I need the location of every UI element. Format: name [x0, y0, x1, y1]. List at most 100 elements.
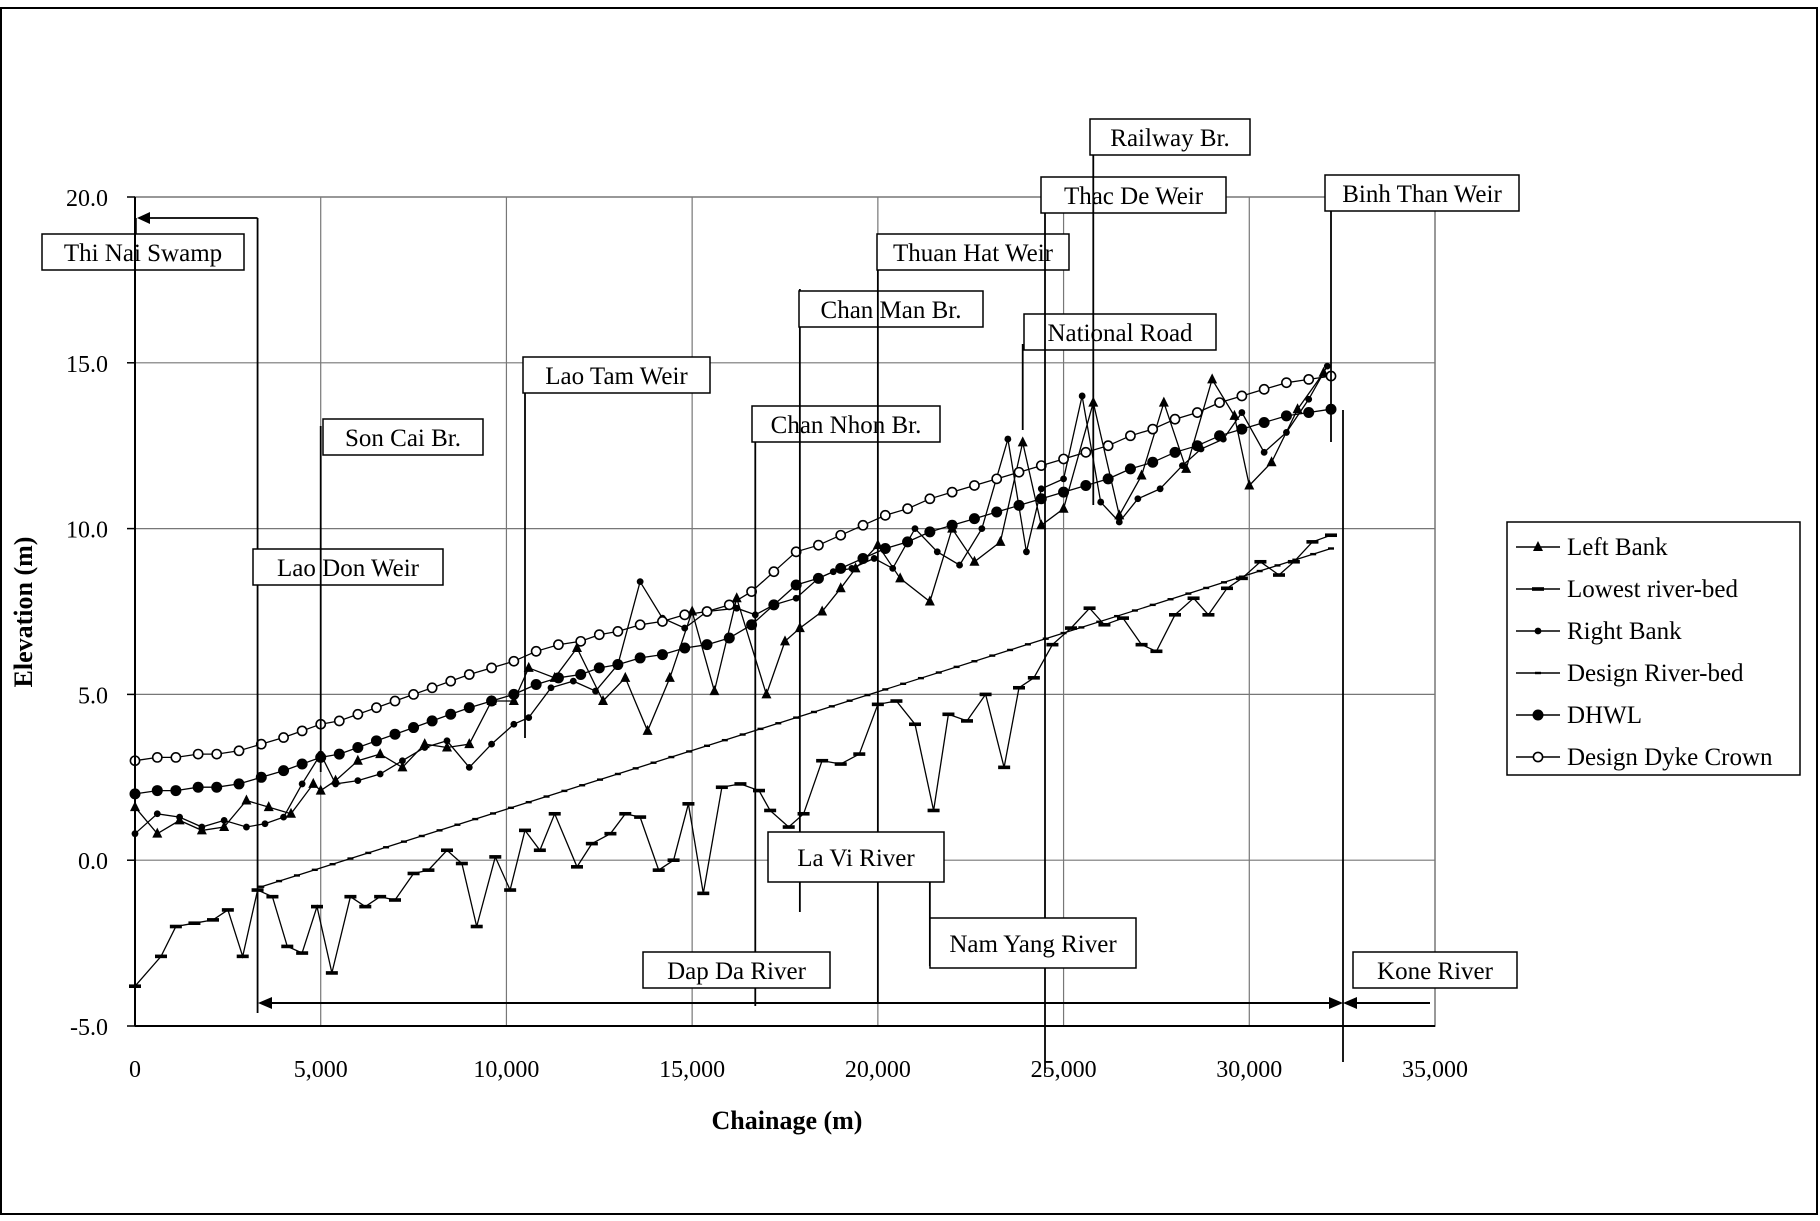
data-point [170, 752, 182, 763]
arrow-head [1329, 997, 1343, 1009]
data-point [682, 802, 695, 806]
data-point [834, 762, 847, 766]
data-point [709, 685, 720, 696]
legend-label: Left Bank [1567, 534, 1668, 561]
legend-item: Lowest river-bed [1516, 576, 1738, 603]
data-point [935, 671, 942, 674]
legend-swatch-marker [1532, 751, 1544, 763]
legend-swatch-marker [1534, 627, 1542, 635]
data-point [1254, 559, 1267, 564]
data-point [332, 780, 339, 788]
data-point [281, 944, 294, 949]
data-point [1187, 596, 1200, 601]
arrow-head [258, 997, 272, 1009]
annotation-label: Thuan Hat Weir [893, 240, 1054, 267]
data-point [971, 660, 978, 663]
series-design-river-bed [258, 547, 1334, 888]
annotation-thac-de-weir: Thac De Weir [1040, 176, 1227, 214]
data-point [946, 486, 958, 498]
x-tick-label: 15,000 [659, 1057, 725, 1083]
data-point [810, 710, 817, 714]
data-point [547, 684, 555, 692]
data-point [1065, 626, 1077, 630]
data-point [397, 761, 408, 772]
data-point [1037, 485, 1045, 493]
data-point [1179, 462, 1186, 469]
data-point [835, 529, 847, 541]
data-point [436, 829, 443, 832]
data-point [1281, 377, 1292, 389]
data-point [523, 661, 534, 672]
data-point [211, 748, 223, 760]
data-point [775, 722, 782, 725]
data-point [561, 789, 568, 793]
annotation-label: Chan Man Br. [821, 297, 962, 324]
annotation-label: Lao Tam Weir [545, 363, 688, 390]
data-point [1273, 573, 1285, 577]
legend-item: Left Bank [1516, 534, 1668, 561]
data-point [1035, 493, 1047, 505]
data-point [656, 649, 668, 661]
data-point [278, 732, 289, 743]
data-point [198, 823, 206, 831]
data-point [575, 669, 587, 681]
data-point [311, 868, 318, 872]
data-point [1024, 643, 1031, 646]
data-point [1023, 548, 1030, 556]
data-point [176, 813, 183, 821]
y-tick-label: 5.0 [78, 683, 108, 709]
data-point [370, 735, 382, 747]
arrow-head [137, 212, 150, 224]
data-point [701, 639, 713, 651]
data-point [255, 771, 267, 783]
data-point [969, 555, 980, 566]
data-point [1203, 586, 1210, 590]
annotation-box [798, 290, 984, 328]
data-point [1124, 463, 1136, 475]
data-point [1017, 436, 1028, 447]
annotation-la-vi-river: La Vi River [767, 831, 945, 883]
data-point [895, 572, 906, 583]
data-point [519, 828, 531, 833]
data-point [1303, 373, 1315, 385]
annotation-thi-nai-swamp: Thi Nai Swamp [41, 233, 245, 271]
data-point [790, 579, 802, 591]
data-point [864, 693, 871, 697]
data-point [757, 727, 764, 731]
data-point [652, 868, 665, 872]
data-point [978, 525, 986, 532]
data-point [376, 770, 384, 778]
data-point [1149, 603, 1156, 607]
data-point [1169, 446, 1181, 458]
data-point [902, 503, 913, 515]
data-point [902, 536, 914, 548]
data-point [263, 801, 274, 812]
data-point [192, 748, 204, 760]
data-point [489, 855, 502, 859]
data-point [835, 562, 847, 574]
data-point [1114, 509, 1125, 520]
data-point [1102, 440, 1114, 452]
data-point [1078, 626, 1085, 629]
data-point [723, 632, 735, 644]
data-point [219, 821, 230, 832]
data-point [991, 506, 1003, 518]
data-point [507, 806, 514, 810]
data-point [1125, 430, 1136, 442]
data-point [681, 624, 689, 632]
data-point [315, 784, 326, 795]
data-point [642, 724, 653, 735]
annotation-dap-da-river: Dap Da River [642, 951, 831, 989]
data-point [924, 493, 936, 505]
annotation-box [1324, 174, 1520, 212]
y-tick-label: 20.0 [66, 186, 108, 212]
data-point [374, 894, 387, 899]
data-point [365, 851, 372, 855]
data-point [721, 738, 728, 742]
series-line-lowest-river-bed [134, 534, 1332, 987]
annotation-chan-nhon-br-: Chan Nhon Br. [751, 405, 941, 443]
annotation-label: Chan Nhon Br. [771, 412, 922, 439]
data-point [1007, 648, 1014, 652]
legend-item: DHWL [1516, 702, 1642, 729]
